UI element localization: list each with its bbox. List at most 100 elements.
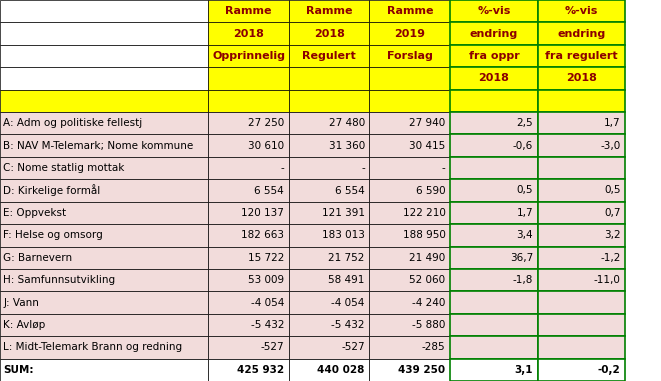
Bar: [289, 314, 369, 336]
Text: 6 554: 6 554: [254, 186, 284, 195]
Text: 3,4: 3,4: [516, 231, 533, 240]
Text: -: -: [280, 163, 284, 173]
Text: 3,2: 3,2: [604, 231, 621, 240]
Bar: [369, 202, 450, 224]
Text: 31 360: 31 360: [329, 141, 365, 150]
Bar: [537, 336, 625, 359]
Bar: [208, 359, 289, 381]
Text: 2018: 2018: [566, 74, 597, 83]
Bar: [450, 45, 537, 67]
Text: 52 060: 52 060: [409, 275, 446, 285]
Bar: [0, 22, 208, 45]
Bar: [208, 45, 289, 67]
Bar: [208, 224, 289, 247]
Text: Forslag: Forslag: [387, 51, 433, 61]
Bar: [537, 291, 625, 314]
Text: 188 950: 188 950: [403, 231, 446, 240]
Bar: [369, 291, 450, 314]
Bar: [289, 90, 369, 112]
Text: 58 491: 58 491: [329, 275, 365, 285]
Bar: [369, 134, 450, 157]
Bar: [537, 314, 625, 336]
Text: 27 940: 27 940: [409, 118, 446, 128]
Bar: [289, 0, 369, 22]
Bar: [369, 157, 450, 179]
Bar: [289, 157, 369, 179]
Text: 120 137: 120 137: [241, 208, 284, 218]
Text: Ramme: Ramme: [306, 6, 352, 16]
Bar: [369, 247, 450, 269]
Bar: [0, 291, 208, 314]
Text: -0,6: -0,6: [513, 141, 533, 150]
Text: -527: -527: [260, 343, 284, 352]
Text: 0,5: 0,5: [517, 186, 533, 195]
Bar: [369, 22, 450, 45]
Bar: [0, 336, 208, 359]
Bar: [450, 134, 537, 157]
Bar: [289, 67, 369, 90]
Bar: [0, 90, 208, 112]
Text: Regulert: Regulert: [302, 51, 356, 61]
Bar: [450, 202, 537, 224]
Bar: [369, 224, 450, 247]
Text: 2,5: 2,5: [516, 118, 533, 128]
Bar: [289, 179, 369, 202]
Bar: [450, 314, 537, 336]
Bar: [208, 269, 289, 291]
Bar: [537, 45, 625, 67]
Bar: [537, 179, 625, 202]
Text: 15 722: 15 722: [248, 253, 284, 263]
Text: A: Adm og politiske fellestj: A: Adm og politiske fellestj: [3, 118, 143, 128]
Bar: [0, 157, 208, 179]
Bar: [208, 134, 289, 157]
Text: -5 432: -5 432: [331, 320, 365, 330]
Text: endring: endring: [470, 29, 518, 38]
Text: C: Nome statlig mottak: C: Nome statlig mottak: [3, 163, 125, 173]
Bar: [537, 112, 625, 134]
Bar: [0, 112, 208, 134]
Bar: [208, 90, 289, 112]
Bar: [450, 359, 537, 381]
Bar: [208, 0, 289, 22]
Text: 440 028: 440 028: [317, 365, 365, 375]
Text: 30 415: 30 415: [409, 141, 446, 150]
Bar: [537, 134, 625, 157]
Text: -0,2: -0,2: [598, 365, 621, 375]
Bar: [537, 202, 625, 224]
Text: SUM:: SUM:: [3, 365, 34, 375]
Bar: [0, 224, 208, 247]
Bar: [208, 157, 289, 179]
Text: -4 054: -4 054: [332, 298, 365, 307]
Text: 183 013: 183 013: [322, 231, 365, 240]
Text: H: Samfunnsutvikling: H: Samfunnsutvikling: [3, 275, 116, 285]
Bar: [208, 336, 289, 359]
Text: -5 880: -5 880: [412, 320, 446, 330]
Bar: [537, 90, 625, 112]
Bar: [537, 224, 625, 247]
Text: endring: endring: [557, 29, 605, 38]
Text: 1,7: 1,7: [604, 118, 621, 128]
Bar: [369, 67, 450, 90]
Text: 182 663: 182 663: [241, 231, 284, 240]
Bar: [289, 202, 369, 224]
Bar: [450, 0, 537, 22]
Text: 2018: 2018: [479, 74, 510, 83]
Bar: [537, 67, 625, 90]
Bar: [450, 157, 537, 179]
Bar: [208, 247, 289, 269]
Text: 27 480: 27 480: [329, 118, 365, 128]
Text: 6 590: 6 590: [416, 186, 446, 195]
Bar: [369, 90, 450, 112]
Bar: [289, 269, 369, 291]
Bar: [369, 0, 450, 22]
Text: -4 240: -4 240: [412, 298, 446, 307]
Text: B: NAV M-Telemark; Nome kommune: B: NAV M-Telemark; Nome kommune: [3, 141, 194, 150]
Bar: [208, 314, 289, 336]
Text: 21 490: 21 490: [409, 253, 446, 263]
Bar: [450, 112, 537, 134]
Text: Opprinnelig: Opprinnelig: [212, 51, 285, 61]
Bar: [208, 202, 289, 224]
Bar: [537, 247, 625, 269]
Text: 3,1: 3,1: [515, 365, 533, 375]
Bar: [537, 22, 625, 45]
